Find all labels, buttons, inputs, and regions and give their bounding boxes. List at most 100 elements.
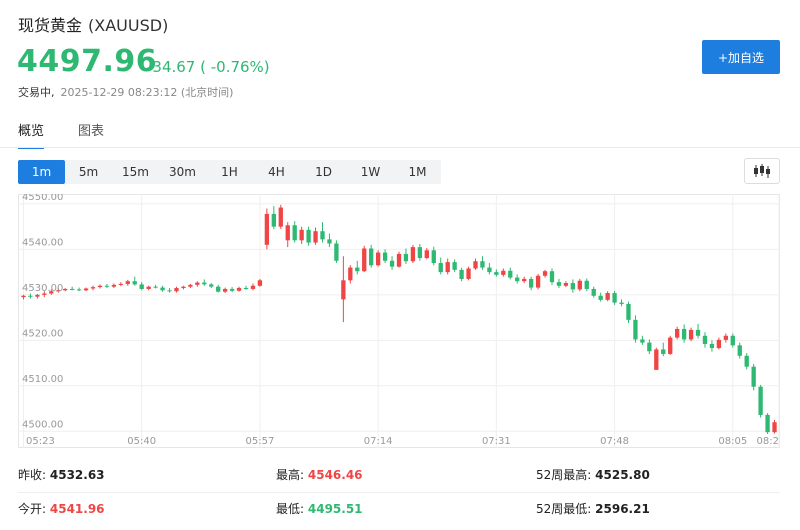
candle-body — [243, 288, 249, 290]
candle-body — [515, 277, 520, 282]
candle-body — [83, 288, 89, 291]
candle-body — [758, 386, 763, 415]
interval-5m[interactable]: 5m — [78, 165, 99, 179]
chart-grid — [18, 194, 780, 448]
candle — [410, 244, 416, 264]
candle — [111, 283, 117, 289]
interval-1mo[interactable]: 1M — [408, 165, 427, 179]
candle — [202, 279, 207, 286]
candle — [473, 258, 478, 270]
stat-prev-close-value: 4532.63 — [49, 468, 105, 482]
candle-body — [396, 253, 402, 267]
candle-body — [28, 295, 33, 297]
candle-body — [257, 280, 263, 286]
stat-high-52w: 52周最高: 4525.80 — [536, 466, 650, 483]
chart-type-button[interactable] — [744, 158, 780, 184]
stat-low-52w: 52周最低: 2596.21 — [536, 500, 650, 517]
price-chart[interactable]: 4550.00 4540.00 4530.00 4520.00 4510.00 4500.… — [18, 194, 780, 448]
x-tick-label: 07:14 — [364, 436, 393, 447]
candle-body — [285, 225, 290, 241]
interval-1w[interactable]: 1W — [360, 165, 381, 179]
candle — [508, 267, 513, 280]
candlestick-chart[interactable]: 4550.00 4540.00 4530.00 4520.00 4510.00 4500.… — [18, 194, 780, 448]
candle-body — [153, 286, 158, 288]
candle-body — [181, 286, 186, 289]
candle-body — [216, 286, 221, 292]
stat-prev-close: 昨收: 4532.63 — [18, 466, 105, 483]
candle-body — [633, 319, 638, 340]
quote-time: 2025-12-29 08:23:12 (北京时间) — [60, 86, 234, 99]
candle-body — [730, 335, 735, 346]
candle-body — [327, 239, 332, 244]
candle-body — [195, 282, 200, 285]
candle — [28, 293, 33, 299]
interval-1m[interactable]: 1m — [18, 160, 65, 184]
candle-body — [744, 355, 749, 367]
candle — [271, 206, 276, 229]
candle-body — [452, 262, 457, 270]
candle — [49, 289, 54, 295]
candle — [751, 363, 756, 391]
candle-body — [702, 335, 708, 344]
candle-body — [528, 278, 534, 288]
candle-body — [508, 270, 513, 278]
stat-low: 最低: 4495.51 — [276, 500, 363, 517]
candle — [90, 285, 96, 291]
tab-overview[interactable]: 概览 — [18, 120, 45, 149]
candle — [299, 226, 304, 244]
candle — [403, 248, 409, 264]
candle — [97, 284, 103, 289]
y-tick-label: 4510.00 — [22, 374, 63, 385]
y-tick-label: 4530.00 — [22, 283, 63, 294]
tabs-divider — [0, 147, 800, 148]
candle — [688, 327, 694, 342]
candle — [737, 342, 742, 359]
candle — [21, 294, 26, 300]
candle-body — [480, 261, 485, 268]
candle — [668, 335, 673, 355]
candle — [640, 335, 645, 345]
candle — [369, 244, 374, 268]
candle — [438, 257, 443, 275]
candle-body — [271, 213, 276, 227]
candle-body — [382, 252, 388, 261]
candle — [118, 282, 123, 287]
candle — [375, 250, 381, 267]
candle-body — [772, 422, 777, 433]
candle-body — [56, 290, 61, 292]
interval-1d[interactable]: 1D — [315, 165, 332, 179]
candle — [570, 279, 576, 293]
candle-body — [695, 329, 701, 336]
interval-1h[interactable]: 1H — [221, 165, 238, 179]
interval-4h[interactable]: 4H — [268, 165, 285, 179]
tab-chart[interactable]: 图表 — [78, 124, 105, 139]
candle — [501, 268, 506, 277]
candle-body — [49, 291, 54, 294]
candle-body — [487, 267, 492, 273]
candle — [598, 292, 603, 302]
candle — [250, 283, 256, 291]
candle — [549, 268, 555, 285]
candle-body — [577, 280, 582, 290]
candle-body — [70, 288, 75, 290]
candle — [42, 291, 47, 298]
x-tick-label: 07:48 — [600, 436, 629, 447]
candle-body — [21, 295, 26, 298]
candle-body — [202, 282, 207, 285]
candle-body — [445, 262, 450, 273]
candle-body — [403, 253, 409, 262]
candle — [716, 337, 722, 350]
trading-status-text: 交易中, — [18, 86, 55, 99]
candle — [76, 287, 82, 292]
candle — [542, 269, 548, 278]
candle-body — [355, 267, 360, 272]
candle-body — [626, 303, 631, 320]
stat-open-label: 今开: — [18, 502, 47, 516]
candle — [139, 282, 144, 291]
add-to-watchlist-button[interactable]: +加自选 — [702, 40, 780, 74]
interval-30m[interactable]: 30m — [169, 165, 196, 179]
candle-body — [688, 329, 694, 340]
interval-15m[interactable]: 15m — [122, 165, 149, 179]
candle-body — [612, 293, 617, 303]
candle — [695, 323, 701, 339]
